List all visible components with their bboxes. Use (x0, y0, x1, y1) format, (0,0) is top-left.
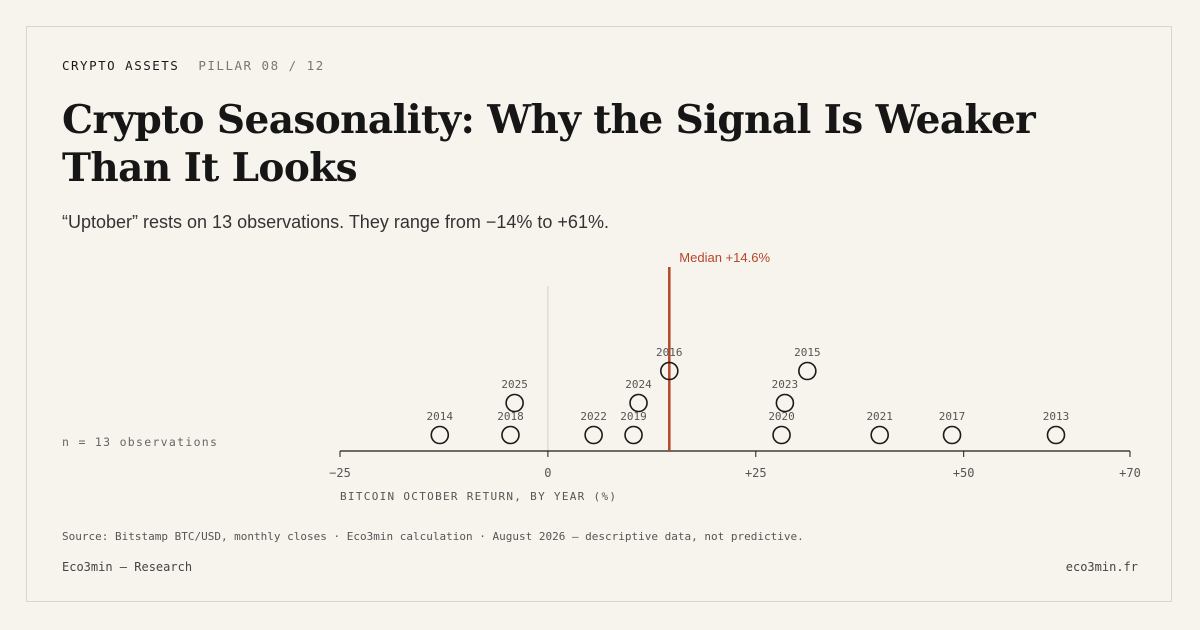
data-point-2015 (798, 361, 817, 381)
data-point-2024 (629, 393, 648, 413)
kicker: CRYPTO ASSETS PILLAR 08 / 12 (62, 58, 325, 73)
data-point-2021 (870, 425, 889, 445)
source-note: Source: Bitstamp BTC/USD, monthly closes… (62, 530, 804, 543)
data-point-2017 (942, 425, 962, 445)
section-label: CRYPTO ASSETS (62, 58, 180, 73)
dot-plot-chart: −25 0 +25 +50 +70 BITCOIN OCTOBER RETURN, BY… (329, 250, 1141, 503)
median-label: Median +14.6% (679, 250, 770, 265)
point-label-2015: 2015 (794, 346, 821, 359)
point-label-2014: 2014 (427, 410, 454, 423)
card-frame (26, 26, 1172, 602)
data-point-2022 (584, 425, 603, 445)
x-tick-label: −25 (329, 466, 351, 480)
point-label-2018: 2018 (497, 410, 524, 423)
data-points: 2014 2018 2025 2022 2019 2024 2016 2020 2023 2015… (427, 346, 1070, 445)
point-label-2020: 2020 (768, 410, 795, 423)
point-label-2016: 2016 (656, 346, 683, 359)
x-axis-ticks: −25 0 +25 +50 +70 (329, 451, 1141, 480)
data-point-2016 (660, 361, 679, 381)
x-tick-label: +50 (953, 466, 975, 480)
x-axis-label: BITCOIN OCTOBER RETURN, BY YEAR (%) (340, 490, 617, 503)
data-point-2023 (775, 393, 795, 413)
page-title: Crypto Seasonality: Why the Signal Is We… (62, 97, 1036, 191)
data-point-2014 (430, 425, 450, 445)
point-label-2019: 2019 (620, 410, 647, 423)
point-label-2021: 2021 (866, 410, 893, 423)
data-point-2025 (505, 393, 524, 413)
point-label-2025: 2025 (501, 378, 528, 391)
point-label-2022: 2022 (580, 410, 607, 423)
point-label-2023: 2023 (772, 378, 799, 391)
point-label-2024: 2024 (625, 378, 652, 391)
point-label-2013: 2013 (1043, 410, 1070, 423)
pillar-label: PILLAR 08 / 12 (198, 58, 325, 73)
x-tick-label: +70 (1119, 466, 1141, 480)
data-point-2019 (624, 425, 643, 445)
data-point-2018 (501, 425, 520, 445)
point-label-2017: 2017 (939, 410, 966, 423)
data-point-2020 (772, 425, 791, 445)
brand-label: Eco3min — Research (62, 560, 193, 574)
page-subtitle: “Uptober” rests on 13 observations. They… (62, 212, 609, 232)
site-domain: eco3min.fr (1065, 560, 1138, 574)
x-tick-label: +25 (745, 466, 767, 480)
observation-count: n = 13 observations (62, 435, 219, 449)
data-point-2013 (1046, 425, 1066, 445)
x-tick-label: 0 (544, 466, 551, 480)
